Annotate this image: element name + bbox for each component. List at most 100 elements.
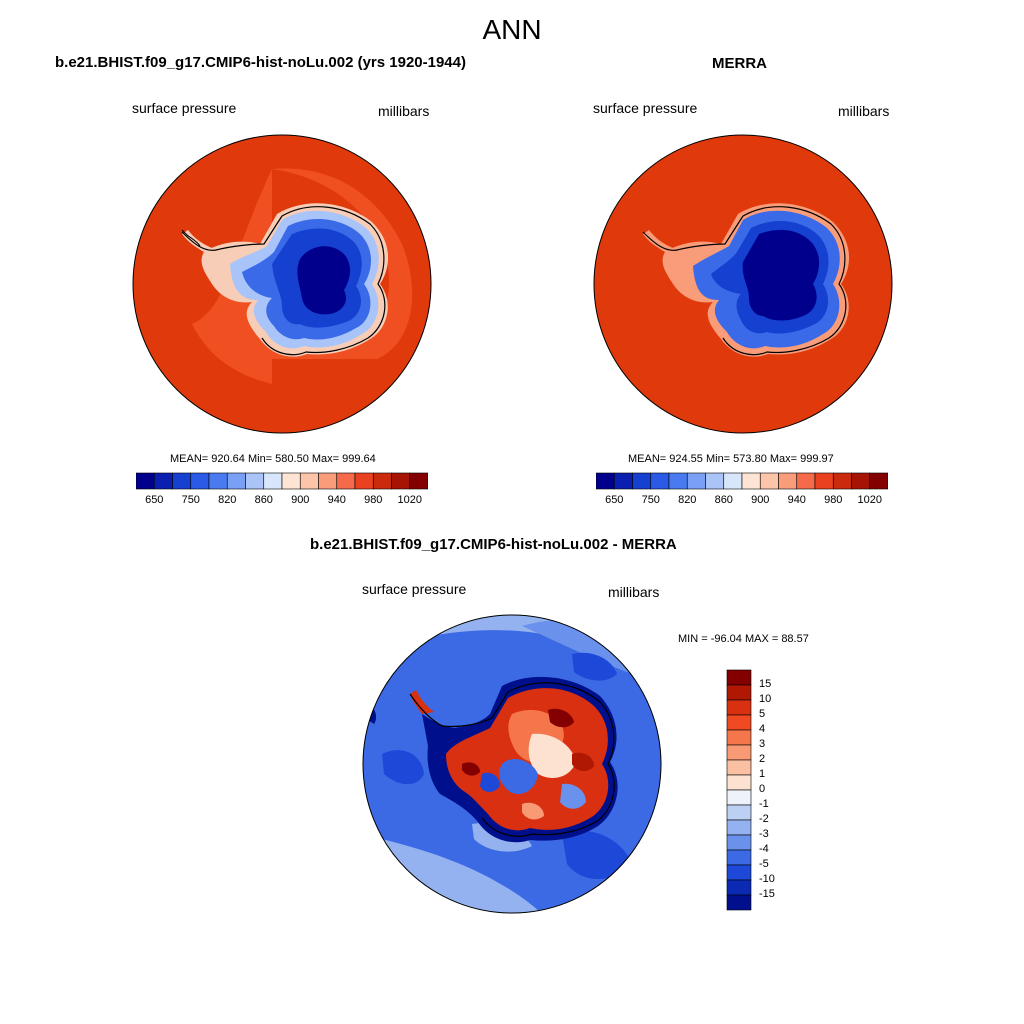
left-colorbar-swatch	[354, 472, 374, 490]
right-colorbar-swatch	[796, 472, 816, 490]
diff-colorbar-tick-label: 0	[759, 783, 766, 795]
right-colorbar-swatch	[778, 472, 798, 490]
diff-stats: MIN = -96.04 MAX = 88.57	[678, 633, 809, 645]
right-panel-title: MERRA	[712, 55, 767, 72]
diff-colorbar-tick-label: -5	[759, 858, 769, 870]
diff-colorbar-swatch	[726, 819, 752, 836]
right-units-label: millibars	[838, 103, 890, 119]
diff-colorbar-swatch	[726, 849, 752, 866]
diff-colorbar-swatch	[726, 729, 752, 746]
right-colorbar-swatch	[759, 472, 779, 490]
right-stats: MEAN= 924.55 Min= 573.80 Max= 999.97	[628, 453, 834, 465]
diff-panel-title: b.e21.BHIST.f09_g17.CMIP6-hist-noLu.002 …	[310, 536, 677, 553]
left-colorbar-swatch	[153, 472, 173, 490]
diff-variable-label: surface pressure	[362, 581, 467, 597]
diff-polar-map	[362, 614, 662, 914]
right-colorbar-swatch	[705, 472, 725, 490]
left-colorbar-swatch	[299, 472, 319, 490]
left-colorbar-swatch	[226, 472, 246, 490]
left-colorbar-swatch	[409, 472, 428, 490]
right-colorbar-tick-label: 1020	[857, 494, 882, 506]
right-colorbar-swatch	[814, 472, 834, 490]
right-colorbar-tick-label: 940	[787, 494, 806, 506]
right-colorbar-swatch	[650, 472, 670, 490]
diff-colorbar-swatch	[726, 894, 752, 911]
right-colorbar-tick-label: 750	[641, 494, 660, 506]
diff-colorbar-swatch	[726, 669, 752, 686]
left-colorbar-swatch	[281, 472, 301, 490]
left-colorbar-tick-label: 900	[291, 494, 310, 506]
left-colorbar	[136, 472, 428, 490]
right-colorbar-swatch	[596, 472, 615, 490]
diff-colorbar-swatch	[726, 714, 752, 731]
right-colorbar-tick-label: 860	[714, 494, 733, 506]
left-colorbar-tick-label: 650	[145, 494, 164, 506]
diff-units-label: millibars	[608, 584, 660, 600]
main-title: ANN	[482, 14, 542, 45]
left-colorbar-swatch	[318, 472, 338, 490]
right-colorbar	[596, 472, 888, 490]
left-colorbar-swatch	[372, 472, 392, 490]
diff-colorbar-tick-label: 2	[759, 753, 766, 765]
left-colorbar-tick-label: 750	[181, 494, 200, 506]
diff-colorbar-tick-label: -4	[759, 843, 769, 855]
diff-colorbar-tick-label: -15	[759, 888, 775, 900]
right-colorbar-tick-label: 900	[751, 494, 770, 506]
right-variable-label: surface pressure	[593, 100, 698, 116]
right-colorbar-swatch	[668, 472, 688, 490]
diff-colorbar-tick-label: 1	[759, 768, 766, 780]
right-colorbar-ticks: 650 750 820 860 900 940 980 1020	[596, 494, 888, 510]
left-colorbar-tick-label: 820	[218, 494, 237, 506]
right-polar-map	[593, 134, 893, 434]
diff-colorbar-swatch	[726, 699, 752, 716]
diff-colorbar-tick-label: 5	[759, 708, 766, 720]
left-colorbar-tick-label: 860	[254, 494, 273, 506]
right-colorbar-tick-label: 980	[824, 494, 843, 506]
diff-colorbar-ticks: 15 10 5 4 3 2 1 0 -1 -2 -3 -4 -5 -10 -15	[752, 669, 792, 911]
left-colorbar-swatch	[190, 472, 210, 490]
diff-colorbar	[726, 669, 752, 911]
right-colorbar-swatch	[851, 472, 871, 490]
left-colorbar-swatch	[208, 472, 228, 490]
left-colorbar-tick-label: 1020	[397, 494, 422, 506]
right-colorbar-swatch	[869, 472, 888, 490]
left-colorbar-ticks: 650 750 820 860 900 940 980 1020	[136, 494, 428, 510]
diff-colorbar-swatch	[726, 864, 752, 881]
right-colorbar-swatch	[686, 472, 706, 490]
diff-colorbar-swatch	[726, 774, 752, 791]
diff-colorbar-swatch	[726, 804, 752, 821]
right-colorbar-swatch	[741, 472, 761, 490]
left-colorbar-swatch	[172, 472, 192, 490]
diff-colorbar-swatch	[726, 789, 752, 806]
diff-colorbar-tick-label: 15	[759, 678, 772, 690]
left-colorbar-swatch	[263, 472, 283, 490]
diff-colorbar-swatch	[726, 879, 752, 896]
left-panel-title: b.e21.BHIST.f09_g17.CMIP6-hist-noLu.002 …	[55, 54, 466, 71]
left-colorbar-tick-label: 980	[364, 494, 383, 506]
left-stats: MEAN= 920.64 Min= 580.50 Max= 999.64	[170, 453, 376, 465]
diff-colorbar-swatch	[726, 684, 752, 701]
diff-colorbar-tick-label: -1	[759, 798, 769, 810]
right-colorbar-swatch	[632, 472, 652, 490]
left-units-label: millibars	[378, 103, 430, 119]
right-colorbar-swatch	[613, 472, 633, 490]
right-colorbar-swatch	[723, 472, 743, 490]
left-polar-map	[132, 134, 432, 434]
left-colorbar-swatch	[391, 472, 411, 490]
right-colorbar-swatch	[832, 472, 852, 490]
left-colorbar-swatch	[136, 472, 155, 490]
diff-colorbar-swatch	[726, 834, 752, 851]
diff-colorbar-tick-label: -10	[759, 873, 775, 885]
left-variable-label: surface pressure	[132, 100, 237, 116]
left-colorbar-swatch	[336, 472, 356, 490]
diff-colorbar-tick-label: 10	[759, 693, 772, 705]
diff-colorbar-tick-label: -3	[759, 828, 769, 840]
diff-colorbar-tick-label: -2	[759, 813, 769, 825]
right-colorbar-tick-label: 820	[678, 494, 697, 506]
diff-colorbar-swatch	[726, 759, 752, 776]
left-colorbar-swatch	[245, 472, 265, 490]
diff-colorbar-tick-label: 4	[759, 723, 766, 735]
right-colorbar-tick-label: 650	[605, 494, 624, 506]
left-colorbar-tick-label: 940	[327, 494, 346, 506]
diff-colorbar-swatch	[726, 744, 752, 761]
